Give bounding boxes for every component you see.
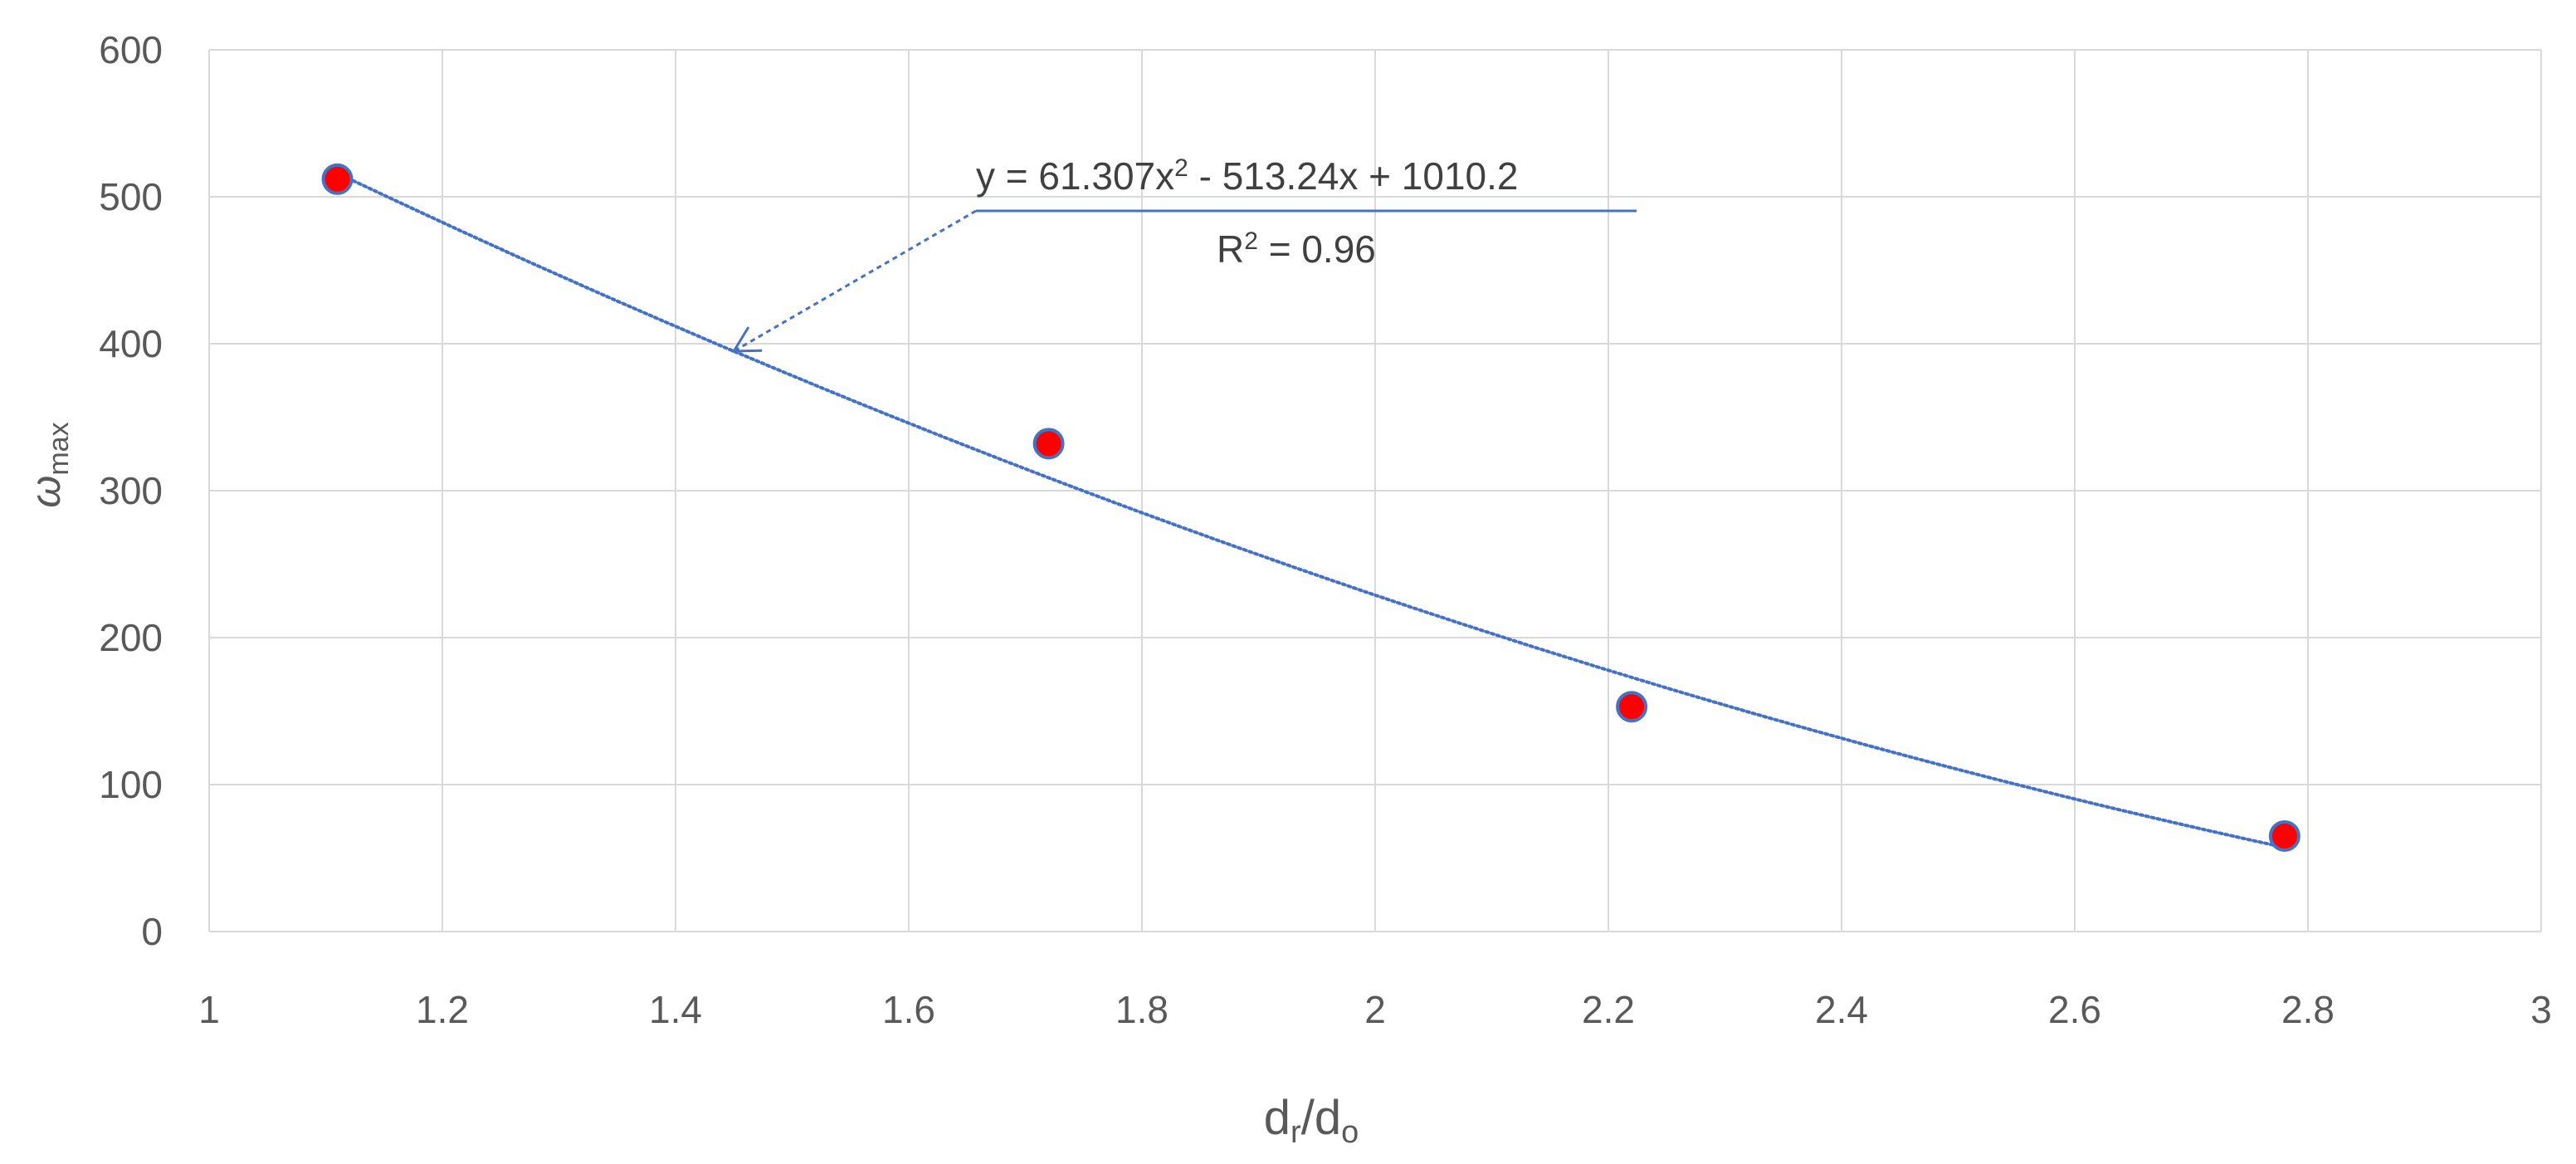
y-tick-label: 200 — [99, 616, 163, 659]
x-tick-label: 1.6 — [882, 988, 935, 1031]
x-tick-label: 2.4 — [1815, 988, 1868, 1031]
data-point — [2268, 819, 2300, 852]
grid — [208, 49, 2542, 932]
x-tick-label: 1.2 — [416, 988, 469, 1031]
data-points — [321, 163, 2300, 852]
x-tick-label: 2.2 — [1582, 988, 1635, 1031]
x-tick-label: 1 — [198, 988, 220, 1031]
x-tick-label: 3 — [2530, 988, 2552, 1031]
y-axis-title: ωmax — [22, 422, 75, 507]
y-tick-label: 0 — [141, 910, 163, 953]
x-tick-label: 2 — [1364, 988, 1386, 1031]
y-tick-label: 600 — [99, 28, 163, 71]
annotation-leader-diagonal — [733, 209, 977, 353]
x-tick-label: 1.8 — [1115, 988, 1168, 1031]
data-point — [321, 163, 354, 195]
x-tick-labels: 1 1.2 1.4 1.6 1.8 2 2.2 2.4 2.6 2.8 3 — [198, 988, 2552, 1031]
y-tick-label: 400 — [99, 322, 163, 365]
y-tick-labels: 0 100 200 300 400 500 600 — [99, 28, 163, 953]
x-tick-label: 2.6 — [2048, 988, 2101, 1031]
data-point — [1616, 691, 1648, 723]
trendline-annotation: y = 61.307x2 - 513.24x + 1010.2 R2 = 0.9… — [731, 154, 1637, 353]
y-tick-label: 100 — [99, 763, 163, 806]
x-tick-label: 1.4 — [649, 988, 702, 1031]
trendline — [335, 171, 2286, 849]
x-axis-title: dr/do — [1264, 1091, 1359, 1150]
trendline-layer — [335, 171, 2286, 849]
y-tick-label: 300 — [99, 469, 163, 512]
y-tick-label: 500 — [99, 175, 163, 218]
trendline-equation: y = 61.307x2 - 513.24x + 1010.2 — [976, 154, 1519, 198]
annotation-arrowhead — [731, 326, 763, 353]
x-tick-label: 2.8 — [2281, 988, 2334, 1031]
data-point — [1032, 428, 1065, 460]
trendline-r-squared: R2 = 0.96 — [1217, 227, 1376, 271]
